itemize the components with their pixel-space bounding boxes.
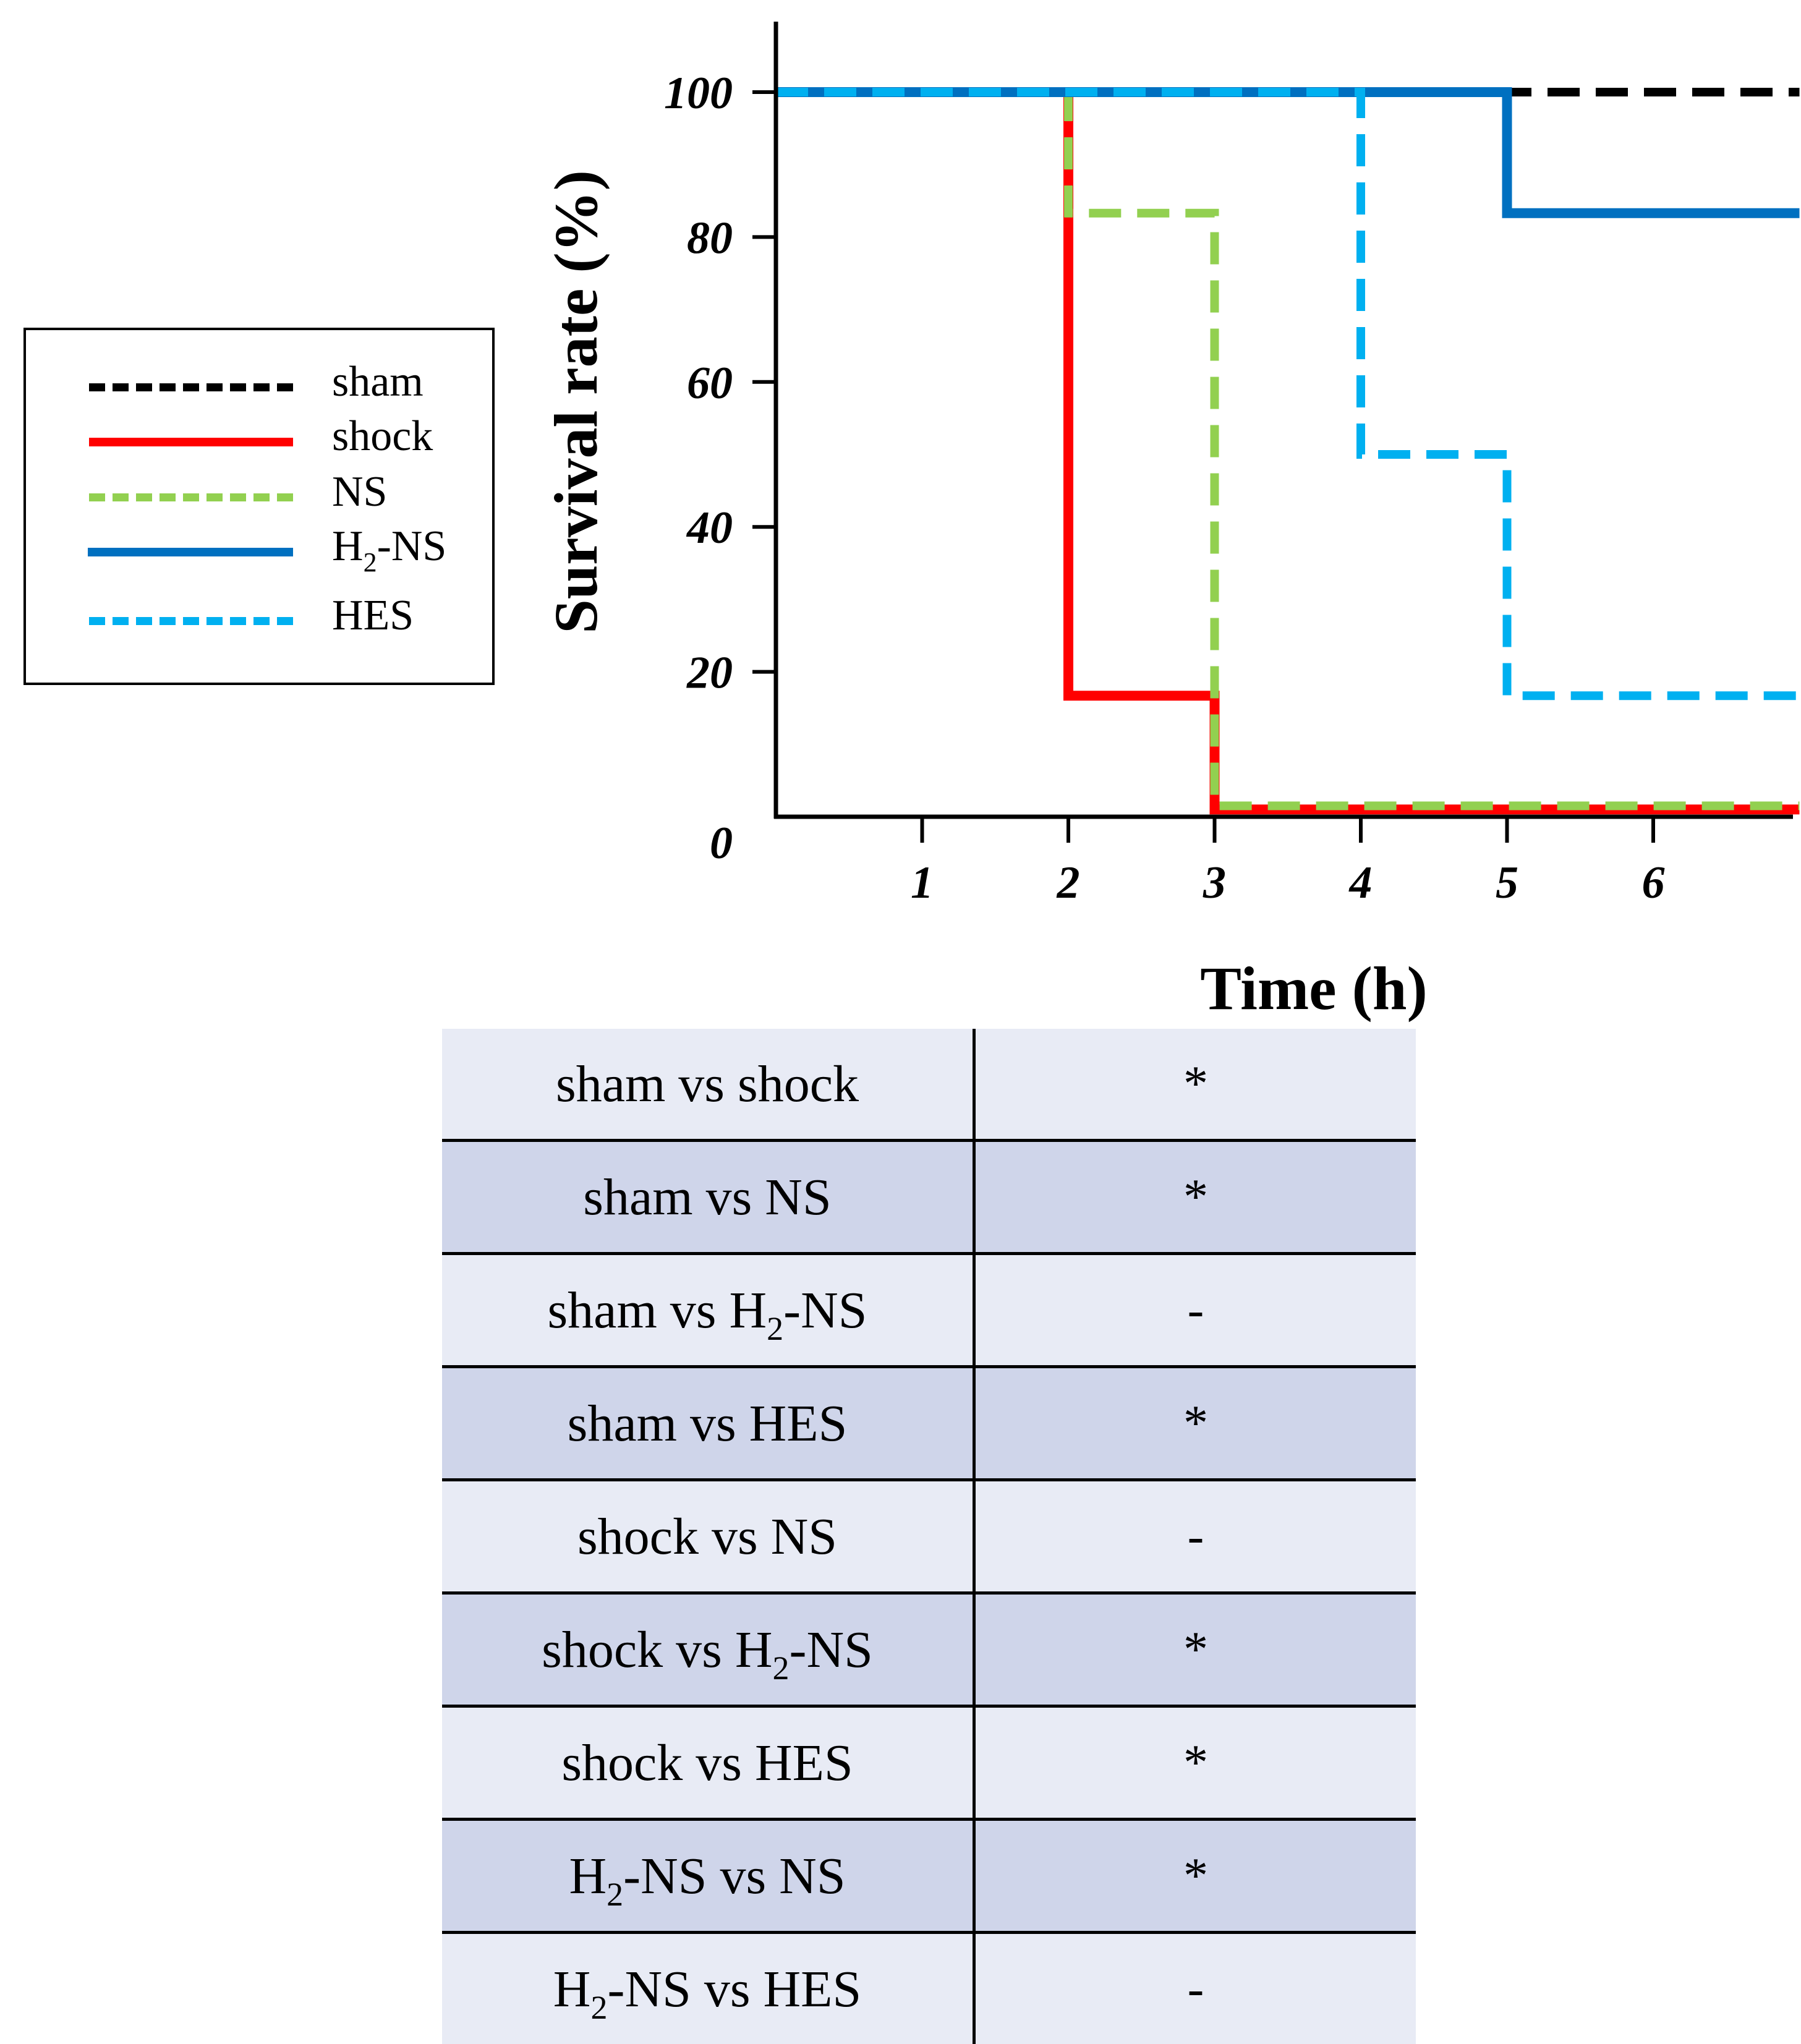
series-line-HES [776,92,1800,696]
y-axis-label: Survival rate (%) [542,170,610,634]
legend-swatch-shock [89,438,293,446]
comparison-cell: shock vs HES [442,1706,974,1820]
comparison-cell: H2-NS vs HES [442,1933,974,2044]
y-tick-label: 20 [686,648,733,699]
legend-label-NS: NS [332,467,387,517]
legend-swatch-H2NS [88,548,293,556]
series-line-shock [776,92,1800,809]
y-tick-label: 100 [664,68,733,119]
significance-cell: * [974,1029,1416,1141]
y-tick-label: 40 [686,503,733,553]
y-tick-label: 80 [687,213,733,263]
comparison-cell: shock vs H2-NS [442,1593,974,1706]
table-row: sham vs HES* [442,1367,1416,1480]
significance-cell: * [974,1820,1416,1933]
legend-swatch-HES [89,617,293,625]
significance-cell: * [974,1367,1416,1480]
significance-cell: - [974,1933,1416,2044]
x-tick-label: 2 [1057,858,1080,908]
legend-label-HES: HES [332,591,414,641]
x-axis-label: Time (h) [1200,954,1428,1023]
x-tick-label: 4 [1348,858,1373,908]
comparison-cell: H2-NS vs NS [442,1820,974,1933]
table-row: shock vs H2-NS* [442,1593,1416,1706]
x-tick-label: 5 [1496,858,1518,908]
table-row: H2-NS vs NS* [442,1820,1416,1933]
legend-label-sham: sham [332,357,424,407]
significance-cell: * [974,1706,1416,1820]
significance-cell: * [974,1141,1416,1254]
comparison-cell: sham vs HES [442,1367,974,1480]
x-tick-label: 6 [1642,858,1665,908]
comparison-cell: sham vs shock [442,1029,974,1141]
series-lines [776,92,1800,809]
comparison-cell: shock vs NS [442,1480,974,1593]
comparison-cell: sham vs NS [442,1141,974,1254]
table-row: shock vs HES* [442,1706,1416,1820]
y-tick-label: 0 [710,818,733,869]
series-line-H2NS [776,92,1800,213]
tick-marks [752,92,1653,843]
significance-cell: * [974,1593,1416,1706]
significance-cell: - [974,1254,1416,1367]
table-row: shock vs NS- [442,1480,1416,1593]
legend-swatch-NS [89,493,293,501]
table-row: H2-NS vs HES- [442,1933,1416,2044]
x-tick-label: 3 [1203,858,1226,908]
y-tick-label: 60 [687,358,733,409]
x-tick-label: 1 [911,858,934,908]
legend-label-H2NS: H2-NS [332,522,446,576]
statistics-table: sham vs shock*sham vs NS*sham vs H2-NS-s… [442,1029,1416,2044]
table-row: sham vs shock* [442,1029,1416,1141]
table-row: sham vs NS* [442,1141,1416,1254]
significance-cell: - [974,1480,1416,1593]
table-row: sham vs H2-NS- [442,1254,1416,1367]
comparison-cell: sham vs H2-NS [442,1254,974,1367]
legend-label-shock: shock [332,412,433,461]
legend-swatch-sham [89,383,293,391]
